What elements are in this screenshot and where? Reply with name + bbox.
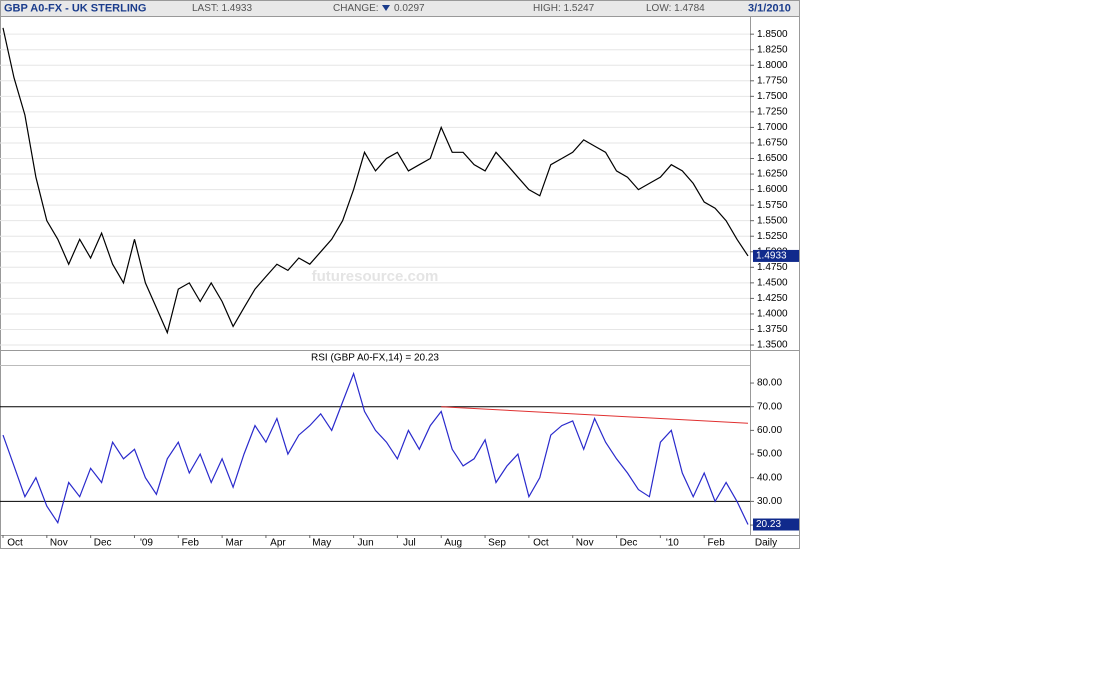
x-tick-label: Oct [533, 538, 549, 549]
last-value-box [753, 249, 799, 262]
x-tick-label: Nov [50, 538, 68, 549]
last-value-box [753, 518, 799, 531]
low-price: LOW: 1.4784 [646, 3, 705, 14]
last-price: LAST: 1.4933 [192, 3, 252, 14]
down-arrow [382, 5, 390, 11]
x-tick-label: '10 [666, 538, 679, 549]
x-tick-label: Sep [488, 538, 506, 549]
x-tick-label: Oct [7, 538, 23, 549]
y-tick-label: 1.3750 [757, 324, 788, 335]
y-tick-label: 1.8000 [757, 60, 788, 71]
change-value: 0.0297 [394, 3, 425, 14]
x-tick-label: May [312, 538, 331, 549]
price-line [2, 371, 749, 525]
price-line [2, 27, 749, 335]
x-tick-label: Dec [620, 538, 638, 549]
trendline [441, 406, 749, 424]
x-tick-label: Mar [226, 538, 244, 549]
x-tick-label: Feb [708, 538, 726, 549]
y-tick-label: 70.00 [757, 401, 782, 412]
y-tick-label: 1.5250 [757, 231, 788, 242]
y-tick-label: 1.4000 [757, 309, 788, 320]
y-tick-label: 1.4750 [757, 262, 788, 273]
change-label: CHANGE: [333, 3, 379, 14]
y-tick-label: 30.00 [757, 496, 782, 507]
x-tick-label: Dec [94, 538, 112, 549]
watermark: futuresource.com [312, 268, 439, 285]
y-tick-label: 50.00 [757, 449, 782, 460]
y-tick-label: 1.7000 [757, 122, 788, 133]
x-tick-label: Nov [576, 538, 594, 549]
y-tick-label: 1.4500 [757, 277, 788, 288]
y-tick-label: 1.5500 [757, 215, 788, 226]
x-tick-label: Jun [358, 538, 374, 549]
y-tick-label: 1.6250 [757, 169, 788, 180]
y-tick-label: 1.6000 [757, 184, 788, 195]
high-price: HIGH: 1.5247 [533, 3, 595, 14]
header-bar [0, 0, 800, 17]
y-tick-label: 1.5750 [757, 200, 788, 211]
x-tick-label: Aug [444, 538, 462, 549]
x-tick-label: Apr [270, 538, 286, 549]
y-tick-label: 1.7500 [757, 91, 788, 102]
symbol-title: GBP A0-FX - UK STERLING [4, 2, 146, 14]
x-axis-label: Daily [755, 538, 777, 549]
y-tick-label: 60.00 [757, 425, 782, 436]
y-tick-label: 1.6750 [757, 138, 788, 149]
y-tick-label: 1.7250 [757, 107, 788, 118]
x-tick-label: Jul [403, 538, 416, 549]
y-tick-label: 1.3500 [757, 340, 788, 351]
y-tick-label: 1.6500 [757, 153, 788, 164]
y-tick-label: 1.8250 [757, 44, 788, 55]
y-tick-label: 1.8500 [757, 29, 788, 40]
y-tick-label: 40.00 [757, 472, 782, 483]
chart-frame [0, 0, 800, 549]
last-value-label: 20.23 [756, 519, 781, 530]
y-tick-label: 1.4250 [757, 293, 788, 304]
y-tick-label: 1.7750 [757, 75, 788, 86]
x-tick-label: '09 [140, 538, 153, 549]
last-value-label: 1.4933 [756, 251, 787, 262]
rsi-title: RSI (GBP A0-FX,14) = 20.23 [311, 353, 439, 364]
x-tick-label: Feb [182, 538, 200, 549]
y-tick-label: 80.00 [757, 378, 782, 389]
date: 3/1/2010 [748, 2, 791, 14]
